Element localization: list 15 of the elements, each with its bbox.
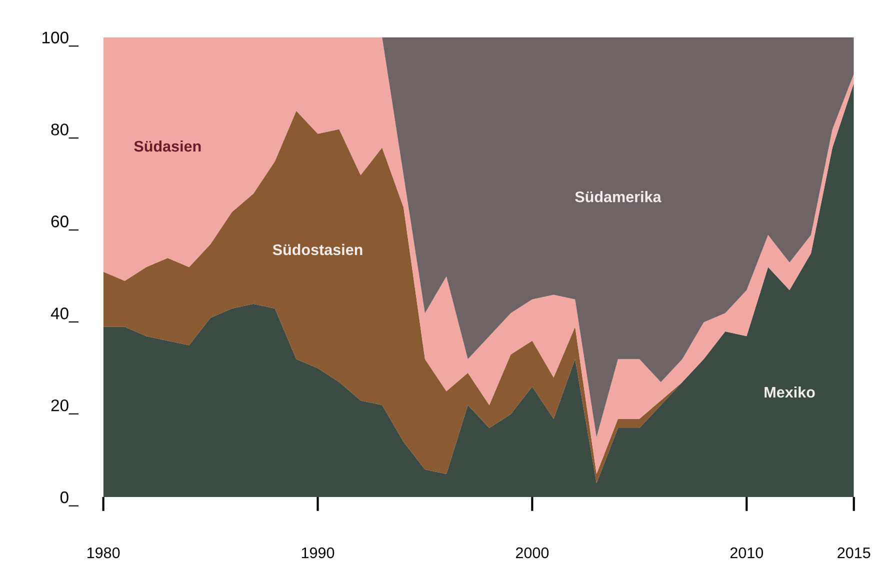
y-tick-label: 100_ — [42, 32, 78, 47]
y-tick-label: 0_ — [60, 491, 78, 506]
x-tick-label: 2000 — [516, 547, 549, 558]
series-label: Südostasien — [272, 244, 362, 256]
x-tick-label: 1980 — [87, 547, 120, 558]
series-label: Südasien — [134, 140, 201, 152]
y-tick-label: 40_ — [50, 308, 78, 322]
x-tick-label: 2015 — [838, 547, 870, 558]
y-tick-label: 80_ — [51, 124, 78, 139]
x-tick-label: 2010 — [730, 547, 764, 558]
series-label: Mexiko — [764, 386, 815, 398]
y-tick-label: 60_ — [51, 216, 78, 231]
series-label: Südamerika — [575, 191, 662, 202]
y-tick-label: 20_ — [51, 399, 78, 414]
x-tick-label: 1990 — [302, 547, 334, 558]
